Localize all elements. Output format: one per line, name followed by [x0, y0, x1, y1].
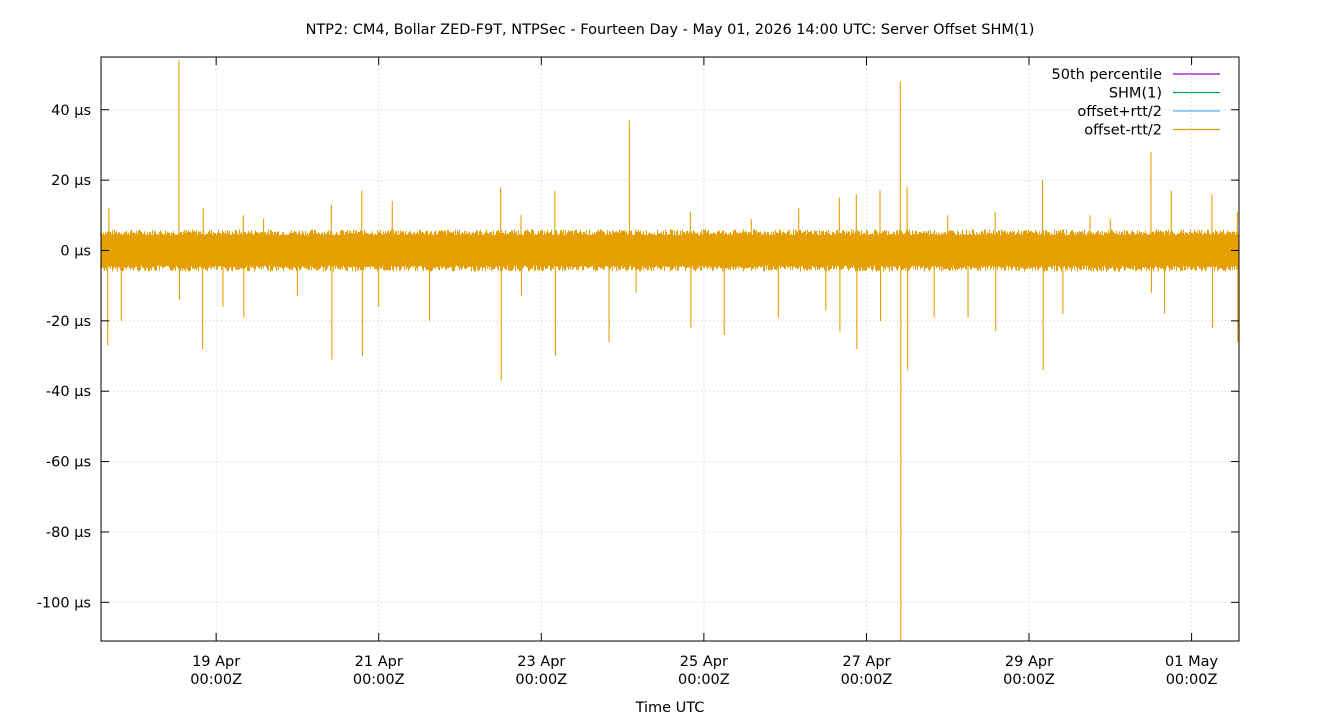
noise-band	[101, 229, 1239, 272]
x-axis-label: Time UTC	[635, 700, 705, 716]
x-tick-label-date: 23 Apr	[517, 654, 565, 670]
plot-border	[100, 56, 1240, 642]
x-tick-label-date: 29 Apr	[1005, 654, 1053, 670]
x-tick-label-date: 25 Apr	[680, 654, 728, 670]
legend-label: 50th percentile	[1052, 67, 1163, 83]
legend: 50th percentile SHM(1) offset+rtt/2 offset-…	[1052, 67, 1220, 139]
series-layer	[101, 60, 1239, 641]
x-tick-label-time: 00:00Z	[841, 672, 893, 688]
x-tick-label-date: 01 May	[1165, 654, 1218, 670]
y-tick-label: -60 µs	[46, 455, 91, 471]
y-tick-label: -100 µs	[37, 595, 91, 611]
y-tick-label: -20 µs	[46, 314, 91, 330]
grid-lines	[101, 57, 1239, 641]
series-offset-rtt-2	[101, 60, 1239, 641]
y-tick-label: -80 µs	[46, 525, 91, 541]
x-tick-label-date: 19 Apr	[192, 654, 240, 670]
legend-label: offset+rtt/2	[1077, 104, 1162, 120]
x-tick-label-time: 00:00Z	[190, 672, 242, 688]
x-tick-label-time: 00:00Z	[1003, 672, 1055, 688]
y-tick-label: 20 µs	[51, 173, 91, 189]
x-tick-label-date: 27 Apr	[842, 654, 890, 670]
y-tick-label: 40 µs	[51, 103, 91, 119]
x-tick-label-date: 21 Apr	[355, 654, 403, 670]
legend-label: SHM(1)	[1109, 86, 1162, 102]
x-tick-label-time: 00:00Z	[678, 672, 730, 688]
y-tick-label: 0 µs	[60, 243, 91, 259]
axes: 40 µs 20 µs 0 µs -20 µs -40 µs -60 µs -80 µs -1…	[37, 56, 1240, 688]
chart-title: NTP2: CM4, Bollar ZED-F9T, NTPSec - Four…	[306, 22, 1035, 38]
x-tick-label-time: 00:00Z	[353, 672, 405, 688]
legend-label: offset-rtt/2	[1084, 123, 1162, 139]
x-tick-label-time: 00:00Z	[1166, 672, 1218, 688]
y-tick-label: -40 µs	[46, 384, 91, 400]
x-tick-label-time: 00:00Z	[515, 672, 567, 688]
